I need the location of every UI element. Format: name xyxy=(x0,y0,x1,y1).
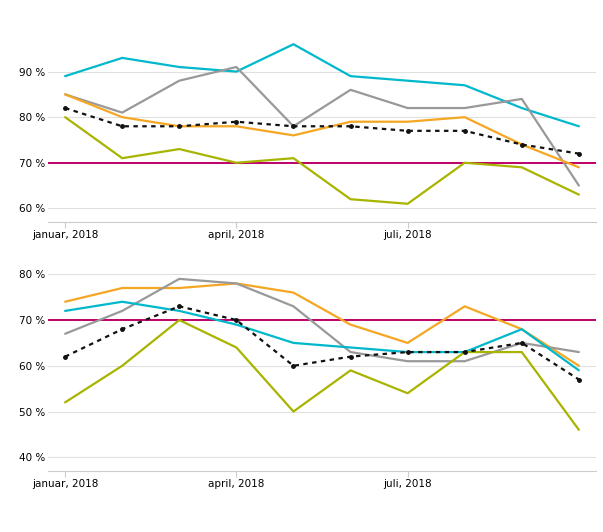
Text: Utvikling - andel behandlet innen standard forløpstid - alle behandlingsformer: Utvikling - andel behandlet innen standa… xyxy=(52,239,498,249)
Text: Utvikling - andel nye pasienter i pakkeforløp (OA1): Utvikling - andel nye pasienter i pakkef… xyxy=(52,9,342,19)
